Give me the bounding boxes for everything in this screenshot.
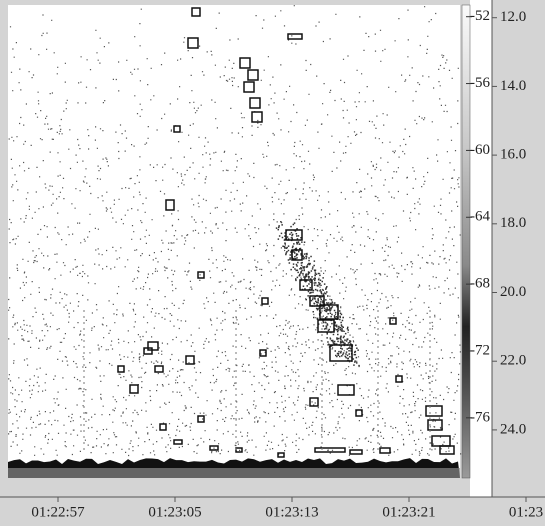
- detection-box: [147, 341, 159, 351]
- detection-box: [389, 317, 397, 325]
- axes: 12.0 14.0 16.0 18.0 20.0 22.0 24.0 -52 -56 -60 -64…: [31, 8, 543, 520]
- detection-box: [427, 419, 443, 431]
- detection-box: [259, 349, 267, 357]
- detection-box: [319, 304, 339, 320]
- sub-bottom: [8, 468, 460, 478]
- detection-box: [439, 445, 455, 455]
- plot-area: [8, 5, 460, 478]
- detection-box: [314, 447, 346, 453]
- detection-box: [249, 97, 261, 109]
- colorbar-tick-label: -64: [470, 209, 490, 225]
- echo-noise: [8, 5, 462, 457]
- colorbar: [461, 4, 471, 479]
- detection-box: [309, 397, 319, 407]
- x-tick-label: 01:23: [509, 504, 543, 520]
- detection-box: [251, 111, 263, 123]
- detection-box: [197, 415, 205, 423]
- x-tick-label: 01:23:13: [265, 504, 318, 520]
- detection-box: [239, 57, 251, 69]
- colorbar-tick-label: -52: [470, 8, 490, 24]
- detection-box: [349, 449, 363, 455]
- detection-box: [287, 33, 303, 40]
- colorbar-tick-label: -60: [470, 142, 490, 158]
- x-tick-label: 01:22:57: [31, 504, 85, 520]
- detection-box: [165, 199, 175, 211]
- detection-box: [285, 229, 303, 241]
- detection-box: [243, 81, 255, 93]
- x-tick-label: 01:23:05: [148, 504, 201, 520]
- detection-box: [317, 319, 335, 333]
- echo-layer: [8, 5, 462, 478]
- detection-box: [117, 365, 125, 373]
- detection-box: [291, 249, 303, 261]
- detection-box: [261, 297, 269, 305]
- colorbar-tick-label: -56: [470, 75, 490, 91]
- detection-box: [129, 384, 139, 394]
- y-tick-label: 18.0: [500, 215, 526, 231]
- detection-box: [185, 355, 195, 365]
- detection-box: [425, 405, 443, 417]
- detection-box: [191, 7, 201, 17]
- y-tick-label: 12.0: [500, 9, 526, 25]
- y-tick-label: 24.0: [500, 421, 526, 437]
- detection-box: [247, 69, 259, 81]
- detection-box: [379, 447, 391, 454]
- detection-box: [173, 125, 181, 133]
- y-tick-label: 16.0: [500, 147, 526, 163]
- detection-box: [173, 439, 183, 445]
- colorbar-tick-label: -68: [470, 276, 490, 292]
- colorbar-tick-label: -72: [470, 342, 490, 358]
- x-tick-label: 01:23:21: [382, 504, 435, 520]
- detection-box: [395, 375, 403, 383]
- depth-axis-area: [470, 0, 492, 497]
- detection-box: [355, 409, 363, 417]
- detection-box: [143, 347, 153, 355]
- detection-box: [197, 271, 205, 279]
- detection-box: [187, 37, 199, 49]
- fish-school: [275, 221, 360, 367]
- y-tick-label: 22.0: [500, 353, 526, 369]
- detection-box: [209, 445, 219, 451]
- detection-box: [154, 365, 164, 373]
- colorbar-tick-label: -76: [470, 409, 490, 425]
- detection-box: [277, 452, 285, 458]
- detection-box: [337, 384, 355, 396]
- detection-box: [159, 423, 167, 431]
- y-tick-label: 14.0: [500, 78, 526, 94]
- detection-box: [329, 344, 353, 362]
- detection-box: [309, 295, 325, 307]
- detection-box: [299, 279, 313, 291]
- y-tick-label: 20.0: [500, 284, 526, 300]
